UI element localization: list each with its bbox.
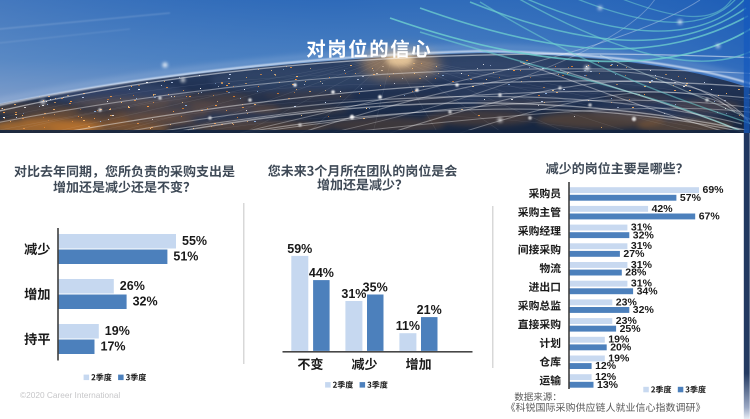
svg-text:20%: 20%: [610, 342, 632, 354]
svg-text:23%: 23%: [616, 296, 638, 308]
svg-text:19%: 19%: [608, 352, 630, 364]
svg-text:26%: 26%: [120, 279, 145, 293]
svg-text:21%: 21%: [417, 303, 442, 317]
svg-text:55%: 55%: [182, 234, 207, 248]
svg-text:35%: 35%: [363, 281, 388, 295]
svg-text:17%: 17%: [101, 340, 126, 354]
svg-text:31%: 31%: [631, 240, 653, 252]
svg-text:32%: 32%: [633, 304, 655, 316]
svg-text:19%: 19%: [105, 324, 130, 338]
svg-text:19%: 19%: [608, 334, 630, 346]
svg-text:12%: 12%: [595, 360, 617, 372]
svg-text:27%: 27%: [623, 248, 645, 260]
svg-text:34%: 34%: [637, 285, 659, 297]
svg-text:23%: 23%: [616, 315, 638, 327]
svg-text:69%: 69%: [703, 184, 725, 196]
svg-text:31%: 31%: [631, 222, 653, 234]
svg-text:57%: 57%: [680, 192, 702, 204]
svg-text:©2020 Career International: ©2020 Career International: [20, 390, 120, 400]
svg-text:32%: 32%: [133, 295, 158, 309]
svg-text:42%: 42%: [652, 203, 674, 215]
svg-text:11%: 11%: [396, 319, 420, 333]
svg-text:44%: 44%: [309, 266, 334, 280]
svg-text:67%: 67%: [699, 211, 721, 223]
svg-text:25%: 25%: [620, 323, 642, 335]
svg-text:28%: 28%: [625, 267, 647, 279]
svg-text:32%: 32%: [633, 229, 655, 241]
svg-text:59%: 59%: [287, 242, 312, 256]
svg-text:31%: 31%: [631, 259, 653, 271]
svg-text:12%: 12%: [595, 371, 617, 383]
svg-text:51%: 51%: [173, 250, 198, 264]
svg-text:31%: 31%: [631, 278, 653, 290]
svg-text:13%: 13%: [597, 379, 619, 391]
svg-text:31%: 31%: [341, 287, 366, 301]
